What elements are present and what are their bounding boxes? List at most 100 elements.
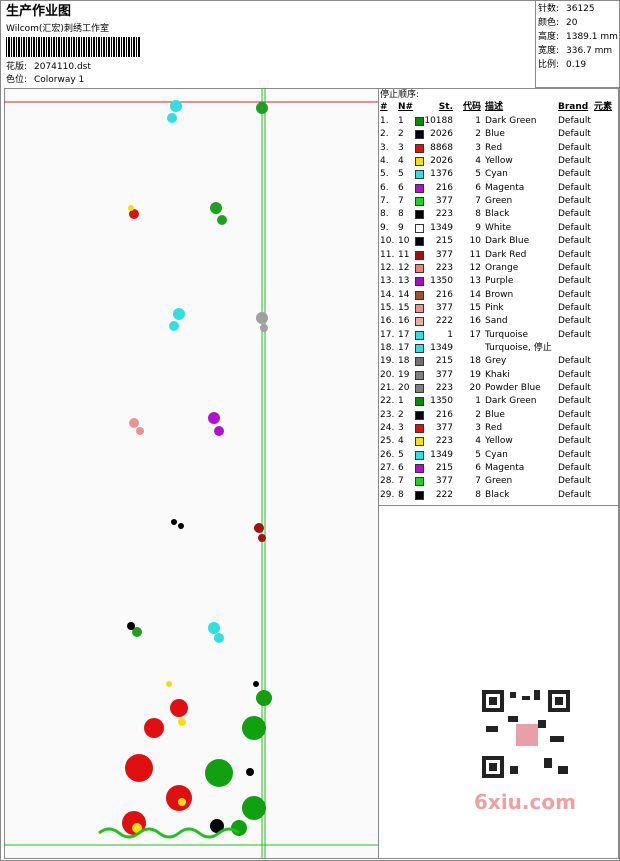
description: Orange — [485, 262, 519, 273]
swatch — [415, 237, 424, 247]
description: Khaki — [485, 369, 510, 380]
colorway-label: 色位: — [6, 75, 28, 85]
description: Black — [485, 209, 510, 220]
description: Brown — [485, 289, 514, 300]
description: Powder Blue — [485, 383, 541, 393]
swatch — [415, 437, 424, 447]
code: 13 — [469, 276, 481, 287]
stitches: 2026 — [430, 129, 453, 140]
description: Dark Blue — [485, 236, 530, 247]
stitches: 1349 — [430, 449, 453, 460]
needle: 20 — [398, 383, 410, 393]
design-area — [4, 88, 379, 859]
row-number: 19. — [380, 356, 395, 367]
row-number: 23. — [380, 409, 395, 420]
stat-label: 高度: — [538, 32, 560, 42]
stitches: 216 — [435, 182, 453, 193]
code: 8 — [475, 209, 481, 220]
stitches: 223 — [435, 436, 453, 447]
column-header: 代码 — [462, 102, 481, 112]
code: 9 — [475, 222, 481, 233]
brand: Default — [558, 316, 591, 327]
stitches: 377 — [435, 476, 453, 487]
brand: Default — [558, 222, 591, 233]
description: White — [485, 222, 512, 233]
needle: 4 — [398, 156, 404, 167]
brand: Default — [558, 423, 591, 434]
brand: Default — [558, 289, 591, 300]
needle: 8 — [398, 489, 404, 500]
swatch — [415, 410, 424, 420]
needle: 15 — [398, 302, 410, 313]
brand: Default — [558, 409, 591, 420]
code: 1 — [475, 396, 481, 407]
row-number: 20. — [380, 369, 395, 380]
swatch — [415, 157, 424, 167]
code: 16 — [469, 316, 481, 327]
description: Grey — [485, 356, 507, 367]
brand: Default — [558, 369, 591, 380]
stat-value: 1389.1 mm — [566, 32, 618, 42]
swatch — [415, 223, 424, 233]
brand: Default — [558, 436, 591, 447]
brand: Default — [558, 129, 591, 140]
file-label: 花版: — [6, 62, 28, 72]
colorway: Colorway 1 — [34, 75, 85, 85]
row-number: 12. — [380, 262, 395, 273]
row-number: 7. — [380, 196, 389, 207]
description: Green — [485, 196, 513, 207]
description: Cyan — [485, 169, 508, 180]
watermark: 6xiu.com — [474, 790, 576, 814]
stitches: 215 — [435, 236, 453, 247]
stitches: 223 — [435, 262, 453, 273]
stitches: 1349 — [430, 222, 453, 233]
stitches: 8868 — [430, 142, 453, 153]
barcode — [6, 37, 140, 57]
swatch — [415, 330, 424, 340]
stat-label: 颜色: — [538, 18, 560, 28]
swatch — [415, 477, 424, 487]
code: 5 — [475, 169, 481, 180]
description: Turquoise, 停止 — [485, 342, 552, 353]
stat-value: 336.7 mm — [566, 46, 613, 56]
needle: 2 — [398, 409, 404, 420]
brand: Default — [558, 276, 591, 287]
brand: Default — [558, 476, 591, 487]
stitches: 10188 — [424, 116, 453, 126]
stat-label: 针数: — [538, 4, 560, 14]
code: 5 — [475, 449, 481, 460]
stitches: 223 — [435, 383, 453, 393]
needle: 14 — [398, 289, 410, 300]
code: 3 — [475, 142, 481, 153]
qr-code — [478, 686, 574, 782]
brand: Default — [558, 249, 591, 260]
row-number: 11. — [380, 249, 395, 260]
needle: 1 — [398, 116, 404, 126]
row-number: 26. — [380, 449, 395, 460]
swatch — [415, 263, 424, 273]
stat-value: 0.19 — [566, 60, 587, 70]
swatch — [415, 290, 424, 300]
description: Blue — [485, 409, 505, 420]
description: Dark Green — [485, 396, 537, 407]
stitches: 1376 — [430, 169, 453, 180]
swatch — [415, 397, 424, 407]
code: 10 — [469, 236, 481, 247]
stitches: 222 — [435, 489, 453, 500]
needle: 11 — [398, 249, 410, 260]
row-number: 16. — [380, 316, 395, 327]
stitches: 1350 — [430, 396, 453, 407]
stitches: 377 — [435, 302, 453, 313]
brand: Default — [558, 142, 591, 153]
description: Red — [485, 423, 503, 434]
description: Green — [485, 476, 513, 487]
swatch — [415, 317, 424, 327]
brand: Default — [558, 262, 591, 273]
row-number: 1. — [380, 116, 389, 126]
stitches: 222 — [435, 316, 453, 327]
row-number: 15. — [380, 302, 395, 313]
code: 8 — [475, 489, 481, 500]
code: 4 — [475, 156, 481, 167]
needle: 9 — [398, 222, 404, 233]
